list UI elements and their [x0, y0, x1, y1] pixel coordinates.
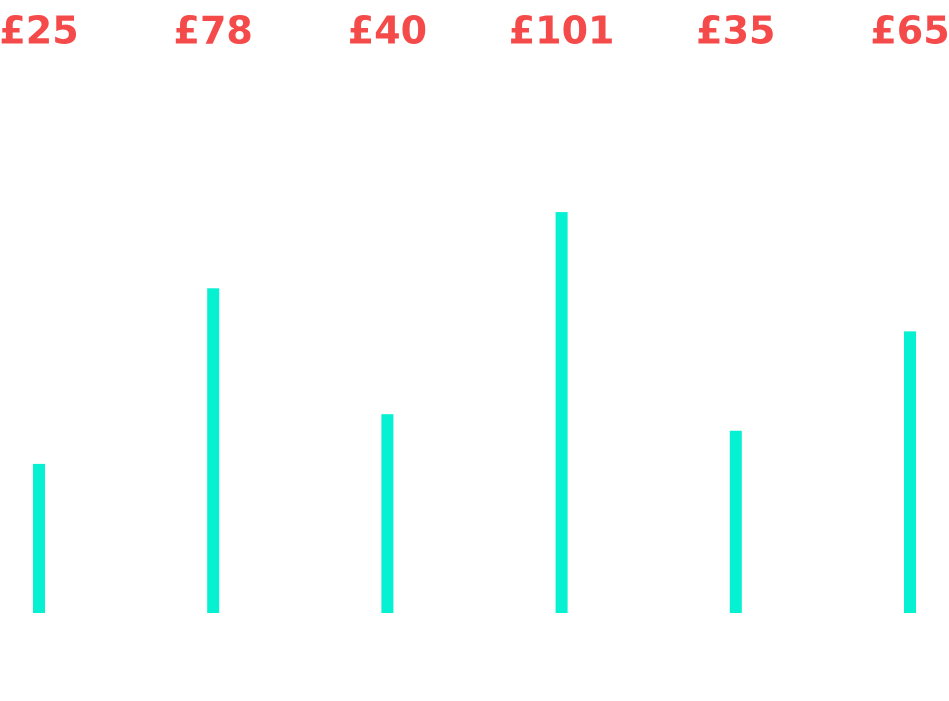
bar	[33, 463, 45, 613]
bar	[207, 288, 220, 613]
price-label: £35	[696, 9, 775, 53]
price-label: £40	[348, 9, 427, 53]
bar	[381, 414, 394, 613]
price-label: £101	[509, 9, 615, 53]
price-label: £65	[870, 9, 949, 53]
bar	[729, 430, 742, 613]
bar	[555, 212, 568, 613]
price-label: £25	[0, 9, 79, 53]
bar	[904, 331, 916, 613]
price-label: £78	[174, 9, 253, 53]
